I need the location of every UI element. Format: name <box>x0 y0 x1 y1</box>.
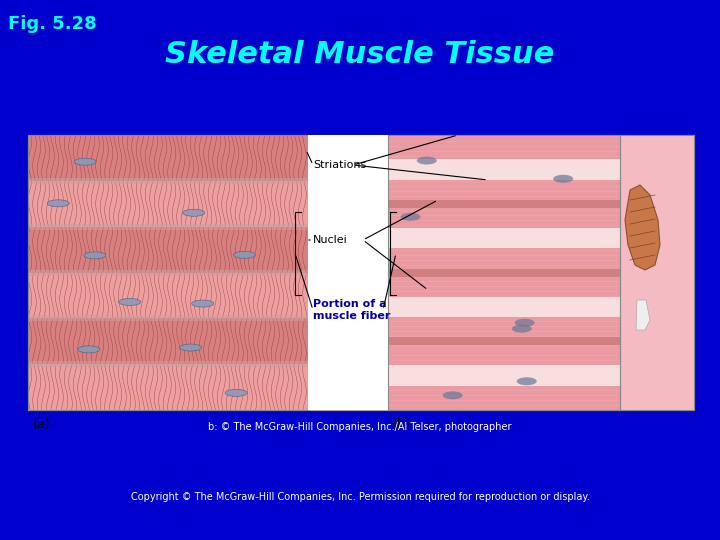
Ellipse shape <box>517 377 536 385</box>
Bar <box>308 135 388 410</box>
Ellipse shape <box>84 252 106 259</box>
Text: (a): (a) <box>33 418 50 431</box>
Ellipse shape <box>225 389 247 396</box>
Polygon shape <box>636 300 650 330</box>
Ellipse shape <box>78 346 100 353</box>
Ellipse shape <box>233 251 256 258</box>
Bar <box>620 135 694 410</box>
Bar <box>28 227 308 273</box>
Text: Copyright © The McGraw-Hill Companies, Inc. Permission required for reproduction: Copyright © The McGraw-Hill Companies, I… <box>130 492 590 502</box>
Bar <box>388 159 620 180</box>
Text: Portion of a
muscle fiber: Portion of a muscle fiber <box>313 299 390 321</box>
Ellipse shape <box>180 344 202 351</box>
Text: b: © The McGraw-Hill Companies, Inc./Al Telser, photographer: b: © The McGraw-Hill Companies, Inc./Al … <box>208 422 512 432</box>
Bar <box>28 269 308 275</box>
Bar <box>28 361 308 367</box>
Bar <box>388 296 620 317</box>
Bar <box>28 319 308 364</box>
Bar <box>28 135 308 410</box>
Polygon shape <box>625 185 660 270</box>
Ellipse shape <box>553 175 573 183</box>
Bar <box>28 364 308 410</box>
Bar <box>28 135 308 181</box>
Ellipse shape <box>74 158 96 165</box>
Bar <box>28 315 308 321</box>
Text: Skeletal Muscle Tissue: Skeletal Muscle Tissue <box>166 40 554 69</box>
Ellipse shape <box>443 392 463 399</box>
Bar <box>620 135 694 410</box>
Bar <box>28 273 308 319</box>
Bar <box>28 135 694 410</box>
Bar <box>388 268 620 276</box>
Ellipse shape <box>515 319 535 327</box>
Ellipse shape <box>183 210 204 217</box>
Ellipse shape <box>417 157 437 165</box>
Text: (b): (b) <box>393 418 410 431</box>
Text: Nuclei: Nuclei <box>313 235 348 245</box>
Bar <box>28 224 308 230</box>
Bar <box>28 181 308 227</box>
Bar <box>388 135 620 410</box>
Bar <box>28 178 308 184</box>
Bar <box>388 338 620 345</box>
Ellipse shape <box>512 325 532 333</box>
Bar <box>388 135 620 410</box>
Text: Striations: Striations <box>313 160 366 170</box>
Bar <box>388 200 620 208</box>
Ellipse shape <box>400 213 420 221</box>
Text: Fig. 5.28: Fig. 5.28 <box>8 15 96 33</box>
Bar <box>388 366 620 386</box>
Ellipse shape <box>119 299 140 306</box>
Bar <box>28 135 308 410</box>
Bar <box>388 228 620 248</box>
Ellipse shape <box>192 300 214 307</box>
Ellipse shape <box>48 200 69 207</box>
Bar <box>620 135 694 410</box>
